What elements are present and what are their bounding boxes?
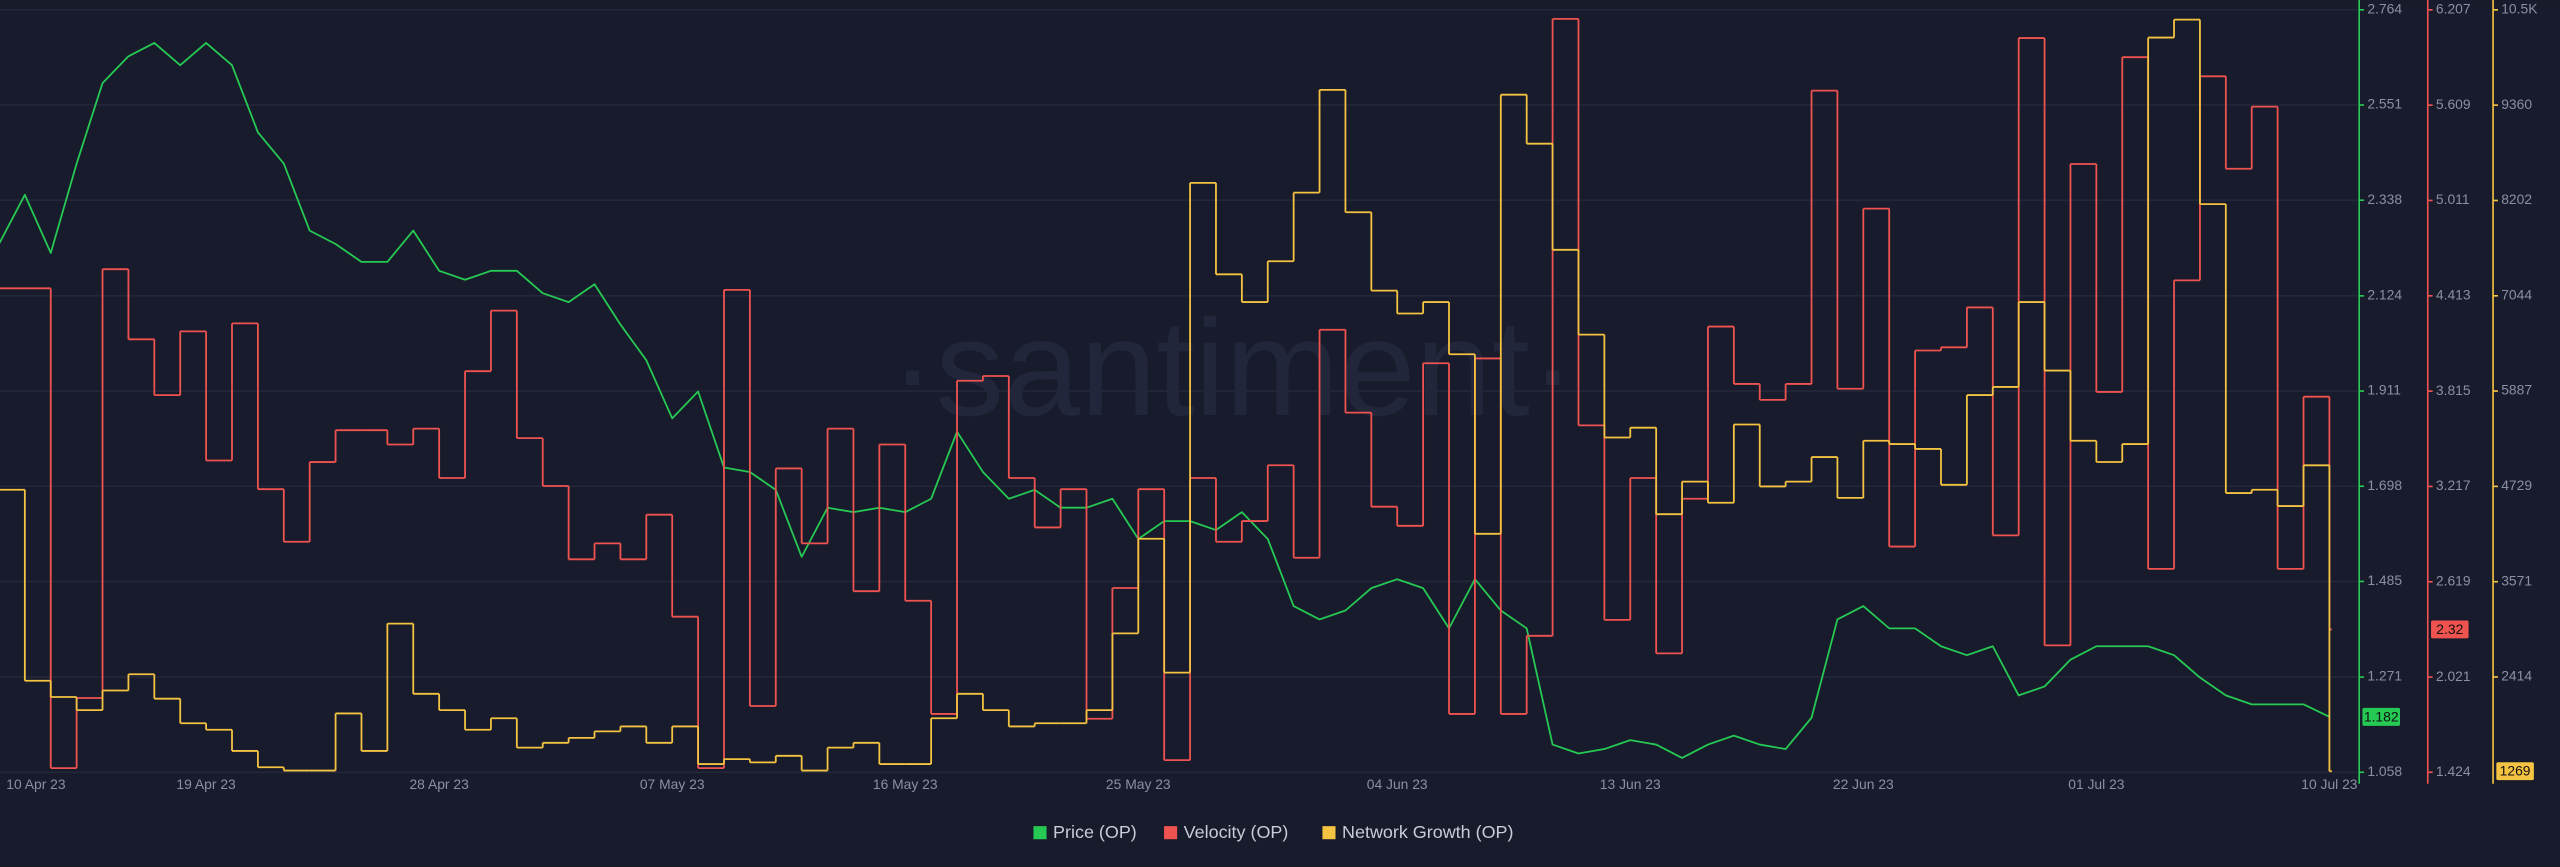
y-tick-label: 5.011: [2436, 191, 2470, 207]
x-tick-label: 25 May 23: [1106, 776, 1171, 792]
last-value-label: 2.32: [2436, 621, 2463, 637]
last-value-label: 1269: [2500, 763, 2531, 779]
x-tick-label: 10 Jul 23: [2301, 776, 2358, 792]
y-tick-label: 2.124: [2367, 287, 2402, 303]
y-tick-label: 2.619: [2436, 572, 2471, 588]
y-tick-label: 1.698: [2367, 477, 2402, 493]
y-tick-label: 1.271: [2367, 668, 2402, 684]
legend-swatch: [1322, 826, 1336, 840]
last-value-badge: [2496, 762, 2534, 781]
y-tick-label: 1.911: [2367, 382, 2401, 398]
legend-label: Price (OP): [1053, 822, 1137, 842]
watermark: ·santiment·: [890, 292, 1576, 445]
x-tick-label: 07 May 23: [640, 776, 705, 792]
y-tick-label: 2.021: [2436, 668, 2471, 684]
x-tick-label: 19 Apr 23: [176, 776, 236, 792]
grid: [0, 9, 2360, 774]
legend-swatch: [1164, 826, 1178, 840]
y-tick-label: 1.424: [2436, 763, 2471, 779]
y-tick-label: 2414: [2501, 668, 2532, 684]
legend-label: Velocity (OP): [1184, 822, 1289, 842]
price-line: [0, 42, 2330, 759]
x-tick-label: 13 Jun 23: [1600, 776, 1661, 792]
y-tick-label: 2.764: [2367, 0, 2402, 16]
y-tick-label: 4729: [2501, 477, 2532, 493]
y-tick-label: 2.338: [2367, 191, 2402, 207]
x-tick-label: 22 Jun 23: [1833, 776, 1894, 792]
y-tick-label: 1.485: [2367, 572, 2402, 588]
y-tick-label: 7044: [2501, 286, 2532, 302]
y-tick-label: 2.551: [2367, 96, 2402, 112]
x-tick-label: 04 Jun 23: [1367, 776, 1428, 792]
x-tick-label: 28 Apr 23: [409, 776, 469, 792]
x-tick-label: 16 May 23: [873, 776, 938, 792]
last-value-label: 1.182: [2364, 708, 2399, 724]
plot-area: [0, 18, 2332, 773]
y-tick-label: 3.217: [2436, 477, 2471, 493]
y-tick-label: 5887: [2501, 382, 2532, 398]
legend: Price (OP) Velocity (OP) Network Growth (O…: [1033, 822, 1513, 842]
y-tick-label: 10.5K: [2501, 0, 2538, 16]
legend-swatch: [1033, 826, 1047, 840]
last-value-badge: [2362, 707, 2400, 726]
x-tick-label: 01 Jul 23: [2068, 776, 2125, 792]
y-tick-label: 3571: [2501, 572, 2532, 588]
y-tick-label: 1.058: [2367, 763, 2402, 779]
y-tick-label: 5.609: [2436, 96, 2471, 112]
y-tick-label: 9360: [2501, 96, 2532, 112]
legend-label: Network Growth (OP): [1342, 822, 1513, 842]
axes: 1.058 1.271 1.485 1.698 1.911 2.124 2.338 2.551…: [6, 0, 2538, 792]
y-tick-label: 3.815: [2436, 382, 2471, 398]
y-tick-label: 8202: [2501, 191, 2532, 207]
x-tick-label: 10 Apr 23: [6, 776, 66, 792]
last-value-badge: [2431, 620, 2469, 639]
y-tick-label: 4.413: [2436, 286, 2471, 302]
y-tick-label: 6.207: [2436, 0, 2471, 16]
